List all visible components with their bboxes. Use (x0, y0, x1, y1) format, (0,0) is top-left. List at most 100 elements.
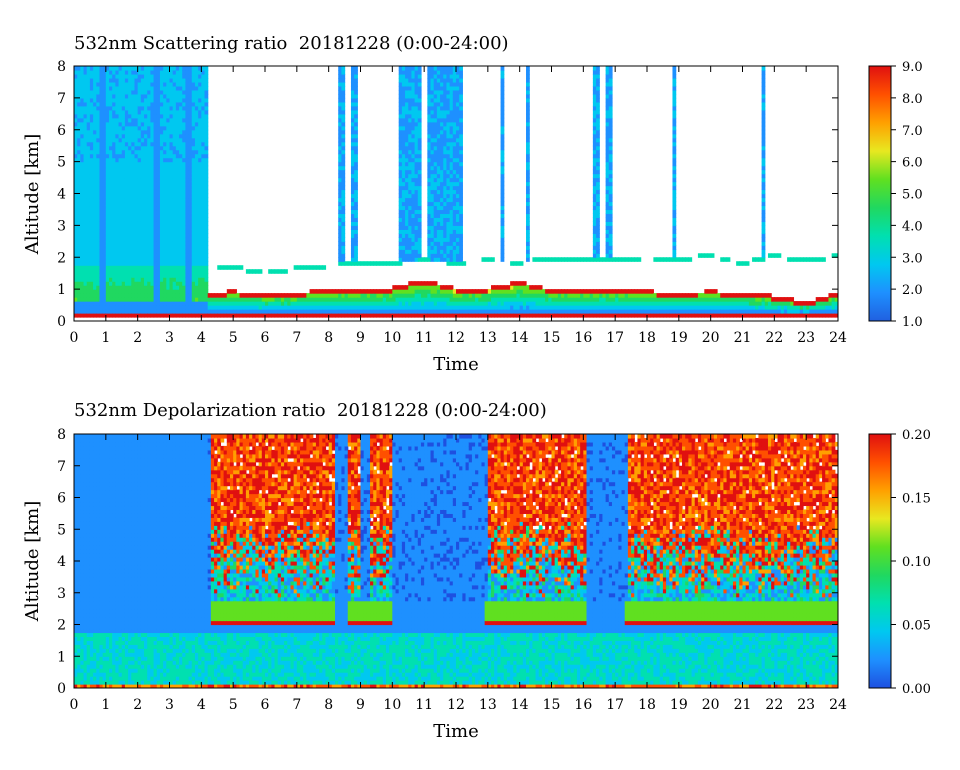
heatmap-cell (430, 201, 435, 207)
heatmap-cell (96, 241, 101, 246)
heatmap-cell (427, 73, 432, 79)
heatmap-cell (109, 181, 113, 187)
heatmap-cell (408, 113, 413, 119)
heatmap-cell (80, 205, 85, 211)
heatmap-cell (124, 149, 129, 155)
heatmap-cell (217, 293, 222, 298)
heatmap-cell (605, 125, 610, 131)
heatmap-cell (411, 297, 416, 302)
heatmap-cell (350, 66, 355, 71)
heatmap-cell (93, 289, 97, 294)
heatmap-cell (411, 249, 416, 254)
heatmap-cell (175, 241, 180, 246)
heatmap-cell (150, 85, 155, 91)
heatmap-cell (185, 249, 190, 254)
heatmap-cell (449, 141, 454, 147)
heatmap-cell (443, 153, 448, 159)
heatmap-cell (449, 201, 454, 207)
heatmap-cell (124, 77, 129, 83)
heatmap-cell (484, 309, 489, 314)
heatmap-cell (608, 253, 613, 258)
heatmap-cell (153, 165, 158, 171)
heatmap-cell (185, 69, 190, 75)
heatmap-cell (500, 217, 505, 222)
heatmap-cell (179, 241, 183, 246)
heatmap-cell (408, 109, 413, 115)
heatmap-cell (513, 281, 518, 286)
heatmap-cell (583, 305, 588, 310)
heatmap-cell (430, 293, 435, 298)
heatmap-cell (265, 309, 269, 314)
heatmap-cell (102, 133, 107, 139)
heatmap-cell (592, 313, 597, 318)
heatmap-cell (194, 113, 199, 119)
heatmap-cell (118, 245, 123, 250)
heatmap-cell (526, 161, 530, 167)
heatmap-cell (526, 305, 530, 310)
heatmap-cell (150, 221, 155, 226)
heatmap-cell (452, 109, 457, 115)
heatmap-cell (147, 309, 151, 314)
heatmap-cell (166, 85, 171, 91)
heatmap-cell (417, 209, 422, 215)
heatmap-cell (83, 185, 88, 191)
heatmap-cell (140, 101, 145, 107)
heatmap-cell (433, 77, 438, 83)
heatmap-cell (118, 273, 123, 278)
heatmap-cell (204, 177, 209, 183)
heatmap-cell (443, 177, 448, 183)
heatmap-cell (436, 81, 441, 87)
heatmap-cell (182, 301, 187, 306)
heatmap-cell (182, 285, 187, 290)
heatmap-cell (83, 69, 88, 75)
heatmap-cell (214, 301, 218, 306)
heatmap-cell (430, 185, 435, 191)
heatmap-cell (96, 97, 101, 103)
heatmap-cell (86, 201, 91, 207)
heatmap-cell (185, 165, 190, 171)
heatmap-cell (128, 145, 132, 151)
heatmap-cell (456, 309, 460, 314)
heatmap-cell (433, 133, 438, 139)
heatmap-cell (201, 245, 206, 250)
heatmap-cell (124, 225, 129, 230)
heatmap-cell (128, 197, 132, 203)
heatmap-cell (175, 157, 180, 163)
heatmap-cell (335, 309, 339, 314)
heatmap-cell (118, 289, 123, 294)
heatmap-cell (449, 313, 454, 318)
heatmap-cell (440, 165, 444, 171)
heatmap-cell (96, 153, 101, 159)
heatmap-cell (430, 97, 435, 103)
heatmap-cell (163, 245, 167, 250)
heatmap-cell (153, 73, 158, 79)
heatmap-cell (150, 265, 155, 270)
heatmap-cell (338, 197, 342, 203)
heatmap-cell (532, 293, 537, 298)
heatmap-cell (188, 69, 193, 75)
heatmap-cell (121, 229, 126, 234)
heatmap-cell (242, 297, 247, 302)
heatmap-cell (605, 257, 610, 262)
heatmap-cell (172, 193, 177, 199)
heatmap-cell (226, 297, 231, 302)
heatmap-cell (118, 161, 123, 167)
heatmap-cell (341, 129, 346, 135)
heatmap-cell (526, 105, 530, 111)
heatmap-cell (341, 125, 346, 131)
heatmap-cell (335, 297, 339, 302)
heatmap-cell (124, 265, 129, 270)
heatmap-cell (350, 185, 355, 191)
heatmap-cell (93, 165, 97, 171)
heatmap-cell (194, 233, 199, 238)
heatmap-cell (408, 169, 413, 175)
heatmap-cell (124, 229, 129, 234)
heatmap-cell (80, 225, 85, 230)
heatmap-cell (185, 93, 190, 99)
heatmap-cell (194, 297, 199, 302)
heatmap-cell (401, 69, 406, 75)
heatmap-cell (347, 289, 352, 294)
heatmap-cell (338, 205, 342, 211)
heatmap-cell (131, 73, 136, 79)
heatmap-cell (233, 293, 237, 298)
